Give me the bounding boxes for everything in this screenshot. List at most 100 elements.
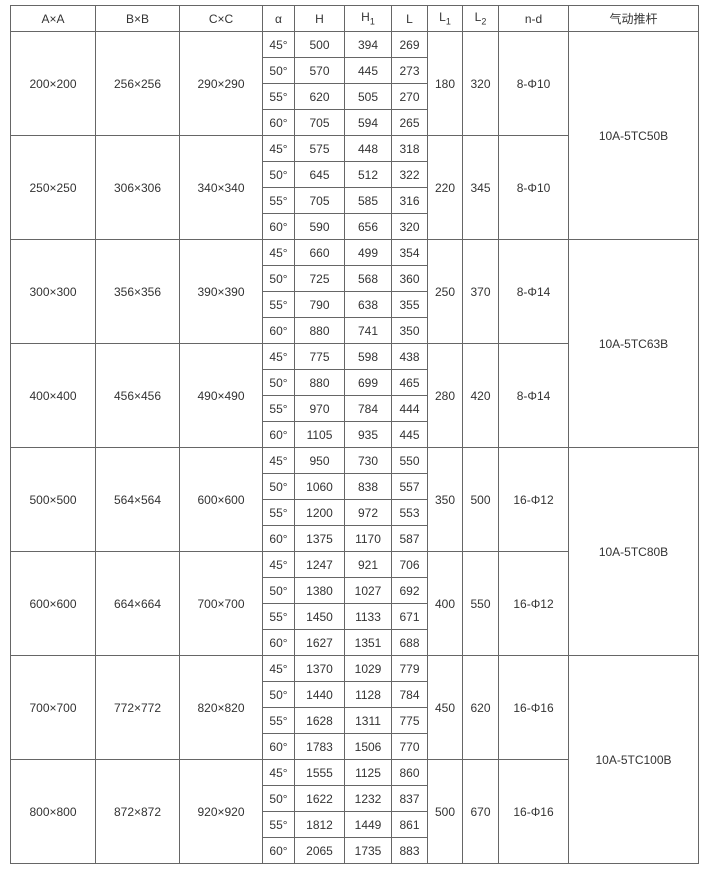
b-cell: 256×256: [95, 31, 180, 136]
l-cell: 550: [391, 447, 428, 474]
alpha-cell: 55°: [262, 499, 295, 526]
h-cell: 1060: [294, 473, 345, 500]
h1-cell: 1311: [344, 707, 392, 734]
h-cell: 590: [294, 213, 345, 240]
c-cell: 290×290: [179, 31, 263, 136]
header-h1-base: H: [361, 10, 370, 25]
l-cell: 355: [391, 291, 428, 318]
a-cell: 600×600: [10, 551, 96, 656]
l2-cell: 420: [462, 343, 499, 448]
table-row: 50° 570 445 273: [11, 57, 699, 84]
table-row: 250×250 306×306 340×340 45° 575 448 318 220 345 8…: [10, 135, 699, 240]
table-row: 500×500 564×564 600×600 45° 950 730 550 350 500 1…: [10, 447, 699, 656]
table-row: 50° 1622 1232 837: [11, 785, 699, 812]
table-row: 200×200 256×256 290×290 45° 500 394 269 180 320 8…: [10, 31, 699, 240]
h-cell: 1622: [294, 785, 345, 812]
alpha-cell: 45°: [262, 135, 295, 162]
h1-cell: 741: [344, 317, 392, 344]
h1-cell: 1128: [344, 681, 392, 708]
c-cell: 820×820: [179, 655, 263, 760]
b-cell: 872×872: [95, 759, 180, 864]
l1-cell: 350: [427, 447, 463, 552]
h1-cell: 445: [344, 57, 392, 84]
spec-table: A×A B×B C×C α H H1 L L1 L2 n-d 气动推杆 200×…: [10, 5, 699, 864]
table-row: 50° 1060 838 557: [11, 473, 699, 500]
l-cell: 318: [391, 135, 428, 162]
l-cell: 706: [391, 551, 428, 578]
l-cell: 557: [391, 473, 428, 500]
nd-cell: 8-Φ10: [498, 135, 569, 240]
header-l2-base: L: [474, 10, 482, 25]
h-cell: 705: [294, 109, 345, 136]
alpha-cell: 50°: [262, 785, 295, 812]
h-cell: 620: [294, 83, 345, 110]
alpha-cell: 60°: [262, 629, 295, 656]
l-cell: 354: [391, 239, 428, 266]
alpha-cell: 50°: [262, 161, 295, 188]
l1-cell: 250: [427, 239, 463, 344]
table-row: 60° 590 656 320: [11, 213, 699, 240]
h1-cell: 394: [344, 31, 392, 58]
c-cell: 340×340: [179, 135, 263, 240]
header-c: C×C: [179, 5, 263, 32]
a-cell: 800×800: [10, 759, 96, 864]
table-row: 60° 1783 1506 770: [11, 733, 699, 760]
header-h: H: [294, 5, 345, 32]
alpha-cell: 55°: [262, 291, 295, 318]
h1-cell: 598: [344, 343, 392, 370]
l1-cell: 500: [427, 759, 463, 864]
l-cell: 861: [391, 811, 428, 838]
table-row: 55° 1628 1311 775: [11, 707, 699, 734]
h-cell: 1380: [294, 577, 345, 604]
b-cell: 456×456: [95, 343, 180, 448]
h1-cell: 1170: [344, 525, 392, 552]
alpha-cell: 50°: [262, 265, 295, 292]
alpha-cell: 60°: [262, 733, 295, 760]
nd-cell: 8-Φ10: [498, 31, 569, 136]
header-alpha: α: [262, 5, 295, 32]
alpha-cell: 55°: [262, 811, 295, 838]
table-row: 50° 725 568 360: [11, 265, 699, 292]
l-cell: 837: [391, 785, 428, 812]
h-cell: 1375: [294, 525, 345, 552]
alpha-cell: 45°: [262, 655, 295, 682]
alpha-cell: 60°: [262, 421, 295, 448]
h1-cell: 638: [344, 291, 392, 318]
h-cell: 500: [294, 31, 345, 58]
l-cell: 265: [391, 109, 428, 136]
actuator-cell: 10A-5TC80B: [568, 447, 699, 656]
nd-cell: 8-Φ14: [498, 343, 569, 448]
l-cell: 269: [391, 31, 428, 58]
h-cell: 1247: [294, 551, 345, 578]
l-cell: 270: [391, 83, 428, 110]
h1-cell: 1506: [344, 733, 392, 760]
h-cell: 570: [294, 57, 345, 84]
l1-cell: 400: [427, 551, 463, 656]
l-cell: 784: [391, 681, 428, 708]
l1-cell: 220: [427, 135, 463, 240]
table-row: 55° 620 505 270: [11, 83, 699, 110]
table-row: 400×400 456×456 490×490 45° 775 598 438 280 420 8…: [10, 343, 699, 448]
h1-cell: 935: [344, 421, 392, 448]
alpha-cell: 50°: [262, 57, 295, 84]
alpha-cell: 45°: [262, 447, 295, 474]
l2-cell: 500: [462, 447, 499, 552]
h-cell: 660: [294, 239, 345, 266]
c-cell: 490×490: [179, 343, 263, 448]
l-cell: 350: [391, 317, 428, 344]
c-cell: 920×920: [179, 759, 263, 864]
l2-cell: 370: [462, 239, 499, 344]
alpha-cell: 45°: [262, 551, 295, 578]
h-cell: 880: [294, 369, 345, 396]
alpha-cell: 50°: [262, 369, 295, 396]
table-row: 700×700 772×772 820×820 45° 1370 1029 779 450 62…: [10, 655, 699, 864]
h-cell: 1783: [294, 733, 345, 760]
header-l1-sub: 1: [445, 16, 451, 27]
actuator-cell: 10A-5TC63B: [568, 239, 699, 448]
a-cell: 200×200: [10, 31, 96, 136]
header-nd: n-d: [498, 5, 569, 32]
a-cell: 250×250: [10, 135, 96, 240]
table-row: 60° 2065 1735 883: [11, 837, 699, 864]
header-l: L: [391, 5, 428, 32]
header-h1-sub: 1: [369, 16, 375, 27]
